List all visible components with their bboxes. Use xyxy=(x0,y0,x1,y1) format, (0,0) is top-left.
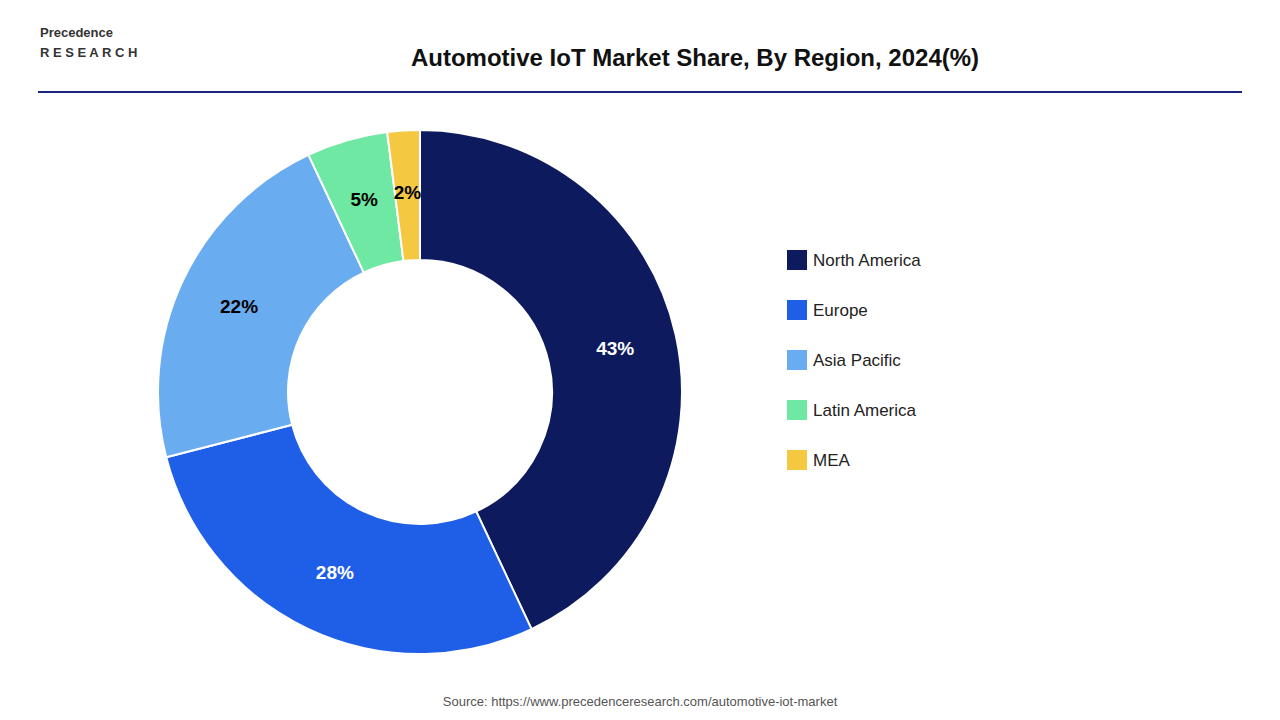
svg-text:North America: North America xyxy=(813,251,921,270)
svg-text:Asia Pacific: Asia Pacific xyxy=(813,351,901,370)
svg-text:MEA: MEA xyxy=(813,451,851,470)
svg-text:Latin America: Latin America xyxy=(813,401,917,420)
svg-text:22%: 22% xyxy=(220,296,258,317)
svg-text:2%: 2% xyxy=(394,182,422,203)
svg-text:Europe: Europe xyxy=(813,301,868,320)
svg-text:Source: https://www.precedence: Source: https://www.precedenceresearch.c… xyxy=(443,694,838,709)
svg-text:R E S E A R C H: R E S E A R C H xyxy=(40,45,137,60)
svg-text:Precedence: Precedence xyxy=(40,25,113,40)
svg-text:28%: 28% xyxy=(316,562,354,583)
svg-text:43%: 43% xyxy=(596,338,634,359)
svg-text:Automotive IoT Market Share, B: Automotive IoT Market Share, By Region, … xyxy=(411,44,979,71)
svg-text:5%: 5% xyxy=(350,189,378,210)
